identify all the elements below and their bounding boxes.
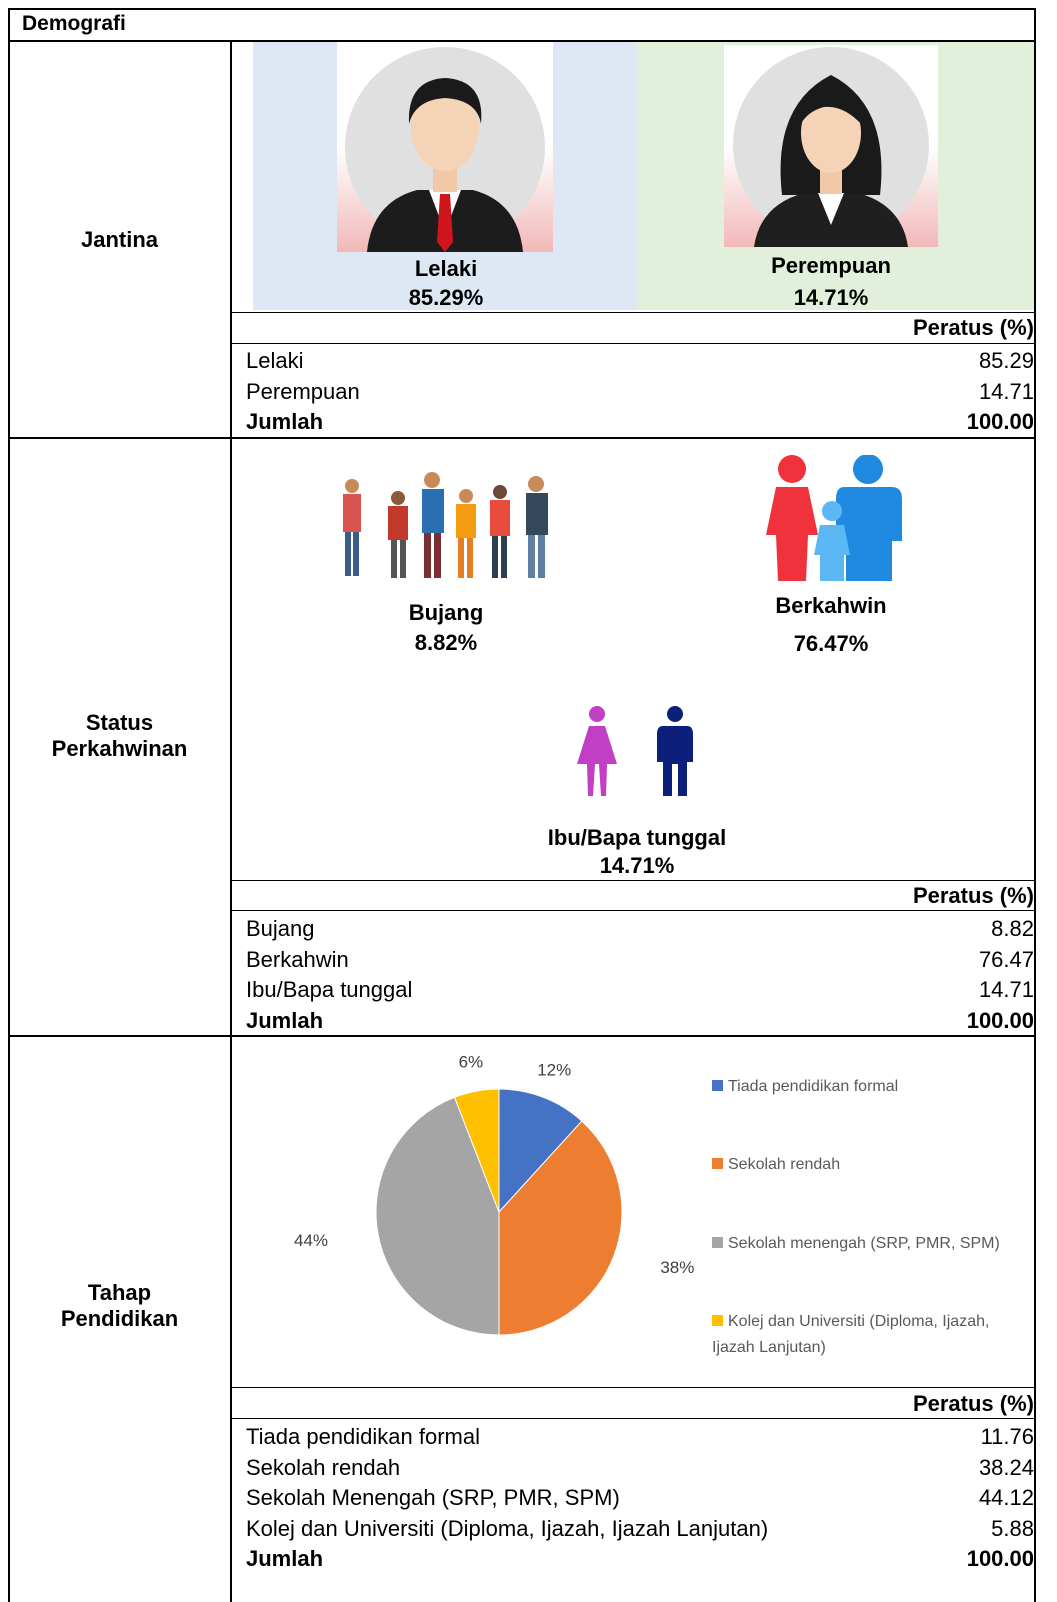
item-percent: 14.71%	[599, 853, 675, 878]
row-value: 5.88	[991, 1515, 1034, 1541]
item-percent: 85.29%	[408, 285, 484, 310]
column-header: Peratus (%)	[912, 883, 1034, 908]
border	[230, 40, 232, 1602]
total-label: Jumlah	[246, 409, 324, 435]
data-label: 44%	[294, 1231, 328, 1250]
border	[230, 312, 1036, 313]
column-header: Peratus (%)	[912, 1391, 1034, 1416]
row-value: 11.76	[980, 1424, 1034, 1449]
border	[230, 910, 1036, 911]
row-label: Sekolah Menengah (SRP, PMR, SPM)	[246, 1485, 620, 1511]
table-title: Demografi	[22, 12, 126, 35]
total-value: 100.00	[966, 1007, 1034, 1033]
item-percent: 14.71%	[793, 285, 869, 310]
legend-swatch	[712, 1158, 723, 1169]
single-people-icon	[343, 472, 548, 578]
single-parent-icon	[577, 706, 693, 796]
item-label: Ibu/Bapa tunggal	[547, 825, 727, 850]
legend-item: Sekolah menengah (SRP, PMR, SPM)	[712, 1231, 1002, 1257]
family-icon	[766, 455, 902, 581]
legend-swatch	[712, 1315, 723, 1326]
border	[230, 1418, 1036, 1419]
pie-slice	[498, 1120, 623, 1336]
row-label: Berkahwin	[246, 946, 349, 972]
row-value: 14.71	[978, 378, 1034, 404]
row-value: 14.71	[978, 977, 1034, 1003]
row-value: 38.24	[978, 1454, 1034, 1480]
legend-label: Sekolah menengah (SRP, PMR, SPM)	[728, 1235, 1000, 1252]
border	[230, 1387, 1036, 1388]
item-label: Perempuan	[771, 253, 891, 278]
legend-swatch	[712, 1080, 723, 1091]
column-header: Peratus (%)	[912, 315, 1034, 340]
border	[8, 40, 1036, 42]
data-label: 12%	[537, 1060, 571, 1079]
section-label: Jantina	[80, 227, 159, 252]
row-label: Kolej dan Universiti (Diploma, Ijazah, I…	[246, 1515, 769, 1541]
item-label: Bujang	[408, 600, 484, 625]
legend-item: Kolej dan Universiti (Diploma, Ijazah, I…	[712, 1309, 1002, 1361]
row-value: 8.82	[991, 916, 1034, 941]
item-label: Berkahwin	[775, 593, 887, 618]
section-label: Status Perkahwinan	[51, 710, 188, 761]
legend-label: Kolej dan Universiti (Diploma, Ijazah, I…	[712, 1313, 990, 1356]
border	[8, 1035, 1036, 1037]
legend-label: Tiada pendidikan formal	[728, 1078, 899, 1095]
total-value: 100.00	[966, 409, 1034, 435]
border	[230, 880, 1036, 881]
item-percent: 76.47%	[793, 631, 869, 656]
pie-slice	[498, 1088, 583, 1214]
data-label: 38%	[660, 1258, 694, 1277]
total-value: 100.00	[966, 1546, 1034, 1572]
row-value: 44.12	[978, 1485, 1034, 1511]
row-label: Lelaki	[246, 348, 304, 373]
row-value: 85.29	[978, 348, 1034, 373]
legend-swatch	[712, 1237, 723, 1248]
row-label: Perempuan	[246, 378, 360, 404]
row-label: Ibu/Bapa tunggal	[246, 977, 413, 1003]
border	[1034, 8, 1036, 1602]
female-avatar	[724, 45, 938, 247]
border	[8, 437, 1036, 439]
item-label: Lelaki	[414, 256, 478, 281]
row-label: Sekolah rendah	[246, 1454, 401, 1480]
border	[8, 8, 10, 1602]
total-label: Jumlah	[246, 1007, 324, 1033]
legend-item: Tiada pendidikan formal	[712, 1074, 1002, 1100]
total-label: Jumlah	[246, 1546, 324, 1572]
border	[8, 8, 1036, 10]
pie-chart: 12% 38% 44% 6%	[294, 1053, 694, 1336]
item-percent: 8.82%	[414, 630, 478, 655]
pie-slice	[453, 1088, 500, 1213]
row-label: Bujang	[246, 916, 315, 941]
male-avatar	[337, 42, 553, 252]
data-label: 6%	[459, 1053, 484, 1072]
row-value: 76.47	[978, 946, 1034, 972]
section-label: Tahap Pendidikan	[60, 1280, 179, 1331]
pie-slice	[375, 1096, 500, 1336]
legend-item: Sekolah rendah	[712, 1152, 1002, 1178]
legend-label: Sekolah rendah	[728, 1156, 841, 1173]
row-label: Tiada pendidikan formal	[246, 1424, 480, 1449]
border	[230, 343, 1036, 344]
